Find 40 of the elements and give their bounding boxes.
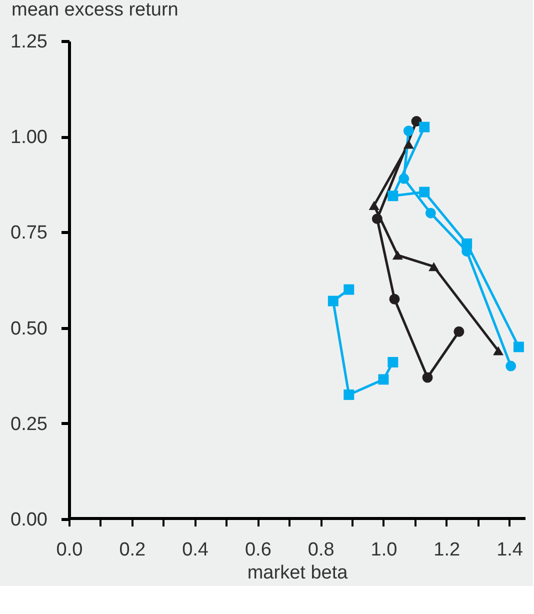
point [422,372,433,383]
x-tick-label: 1.2 [434,540,460,560]
point [506,360,516,372]
point [378,374,389,385]
point [513,342,524,352]
point [425,208,436,218]
point [493,346,504,356]
point [388,356,398,368]
point [372,214,382,224]
point [344,389,354,400]
point [398,173,410,184]
point [328,296,338,306]
point [462,238,472,249]
point [368,200,380,210]
point [403,126,414,136]
y-tick-label: 0.00 [10,510,48,530]
x-tick-label: 0.8 [308,540,334,560]
point [428,262,440,272]
point [411,116,422,127]
y-tick-label: 0.75 [10,222,48,244]
point [392,250,403,260]
y-tick-label: 0.25 [10,414,48,435]
x-tick-label: 0.4 [182,540,209,560]
y-tick-label: 1.00 [10,127,48,148]
point [344,284,354,295]
y-tick-label: 0.50 [10,318,48,340]
x-tick-label: 0.2 [119,540,146,560]
y-axis-title: mean excess return [12,0,178,20]
x-tick-label: 0.6 [244,540,272,560]
x-tick-label: 1.0 [370,540,398,560]
point [454,326,464,337]
point [389,294,400,304]
x-axis-title: market beta [247,562,348,584]
point [403,140,414,149]
x-tick-label: 1.4 [496,540,524,560]
y-tick-label: 1.25 [10,32,48,52]
x-tick-label: 0.0 [56,540,83,560]
point [419,186,430,198]
point [419,122,430,132]
point [388,190,398,202]
